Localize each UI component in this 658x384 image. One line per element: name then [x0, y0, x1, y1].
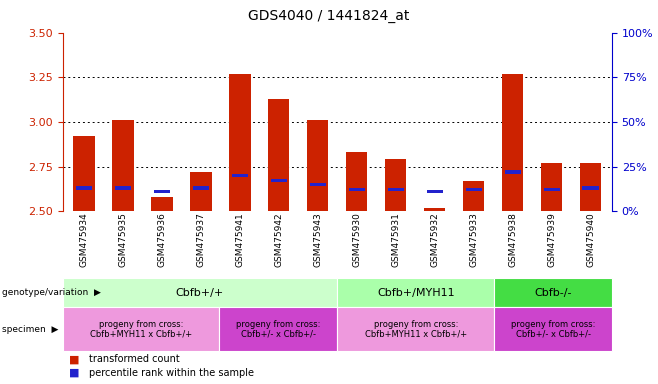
Bar	[349, 188, 365, 191]
Bar	[502, 74, 523, 211]
Bar	[426, 190, 443, 193]
Bar	[466, 188, 482, 191]
Text: ■: ■	[69, 368, 80, 378]
Bar	[582, 186, 599, 190]
Text: ■: ■	[69, 354, 80, 364]
Bar	[193, 186, 209, 190]
Text: GDS4040 / 1441824_at: GDS4040 / 1441824_at	[248, 9, 410, 23]
Text: progeny from cross:
Cbfb+/- x Cbfb+/-: progeny from cross: Cbfb+/- x Cbfb+/-	[511, 319, 595, 339]
Text: Cbfb-/-: Cbfb-/-	[534, 288, 572, 298]
Bar	[544, 188, 559, 191]
Bar	[541, 163, 562, 211]
Bar	[232, 174, 248, 177]
Bar	[113, 120, 134, 211]
Bar	[115, 186, 131, 190]
Text: progeny from cross:
Cbfb+MYH11 x Cbfb+/+: progeny from cross: Cbfb+MYH11 x Cbfb+/+	[365, 319, 467, 339]
Bar	[154, 190, 170, 193]
Text: Cbfb+/MYH11: Cbfb+/MYH11	[377, 288, 455, 298]
Text: percentile rank within the sample: percentile rank within the sample	[89, 368, 254, 378]
Text: specimen  ▶: specimen ▶	[2, 325, 59, 334]
Bar	[268, 99, 290, 211]
Bar	[388, 188, 404, 191]
Text: transformed count: transformed count	[89, 354, 180, 364]
Text: progeny from cross:
Cbfb+/- x Cbfb+/-: progeny from cross: Cbfb+/- x Cbfb+/-	[236, 319, 320, 339]
Bar	[346, 152, 367, 211]
Bar	[229, 74, 251, 211]
Text: Cbfb+/+: Cbfb+/+	[176, 288, 224, 298]
Text: progeny from cross:
Cbfb+MYH11 x Cbfb+/+: progeny from cross: Cbfb+MYH11 x Cbfb+/+	[90, 319, 192, 339]
Bar	[580, 163, 601, 211]
Bar	[307, 120, 328, 211]
Bar	[76, 186, 92, 190]
Bar	[463, 181, 484, 211]
Bar	[424, 208, 445, 211]
Bar	[385, 159, 407, 211]
Bar	[505, 170, 520, 174]
Bar	[73, 136, 95, 211]
Bar	[310, 183, 326, 186]
Bar	[270, 179, 287, 182]
Bar	[151, 197, 172, 211]
Text: genotype/variation  ▶: genotype/variation ▶	[2, 288, 101, 297]
Bar	[190, 172, 212, 211]
